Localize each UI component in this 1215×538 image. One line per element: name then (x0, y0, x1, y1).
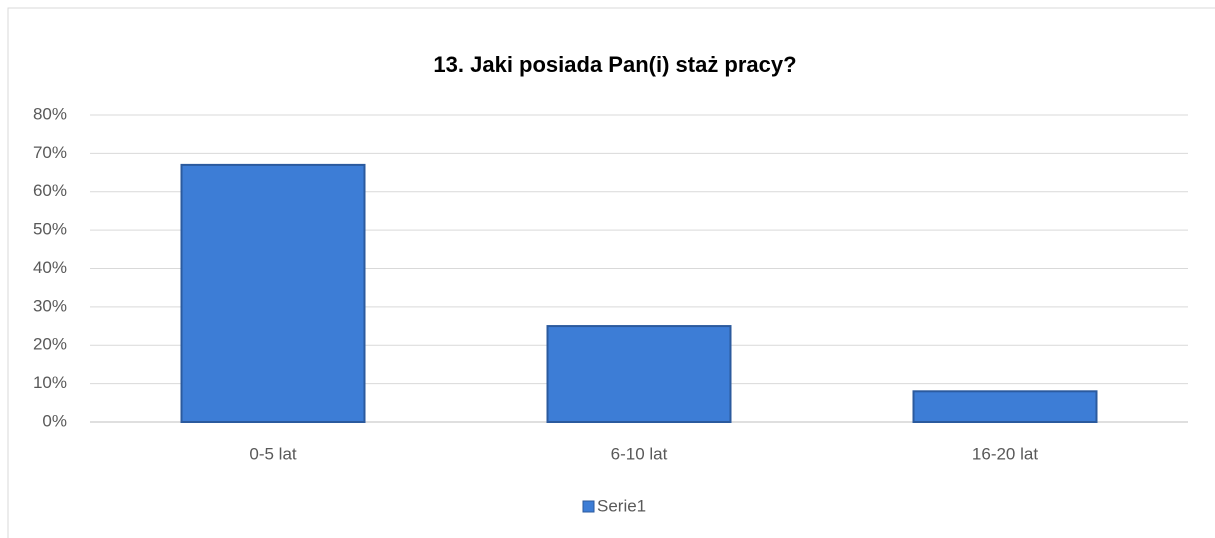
y-tick-label: 30% (33, 296, 67, 315)
y-tick-label: 0% (42, 411, 67, 430)
x-tick-label: 0-5 lat (249, 444, 297, 463)
bar (180, 163, 366, 423)
y-tick-label: 70% (33, 143, 67, 162)
legend-marker (582, 500, 595, 513)
y-tick-label: 50% (33, 220, 67, 239)
bar (546, 325, 732, 423)
bar (912, 390, 1098, 423)
y-tick-label: 10% (33, 373, 67, 392)
x-tick-label: 6-10 lat (611, 444, 668, 463)
y-tick-label: 40% (33, 258, 67, 277)
chart-title: 13. Jaki posiada Pan(i) staż pracy? (433, 52, 796, 77)
x-tick-label: 16-20 lat (972, 444, 1038, 463)
y-tick-label: 60% (33, 181, 67, 200)
y-tick-label: 80% (33, 104, 67, 123)
y-tick-label: 20% (33, 335, 67, 354)
legend-label: Serie1 (597, 496, 646, 515)
